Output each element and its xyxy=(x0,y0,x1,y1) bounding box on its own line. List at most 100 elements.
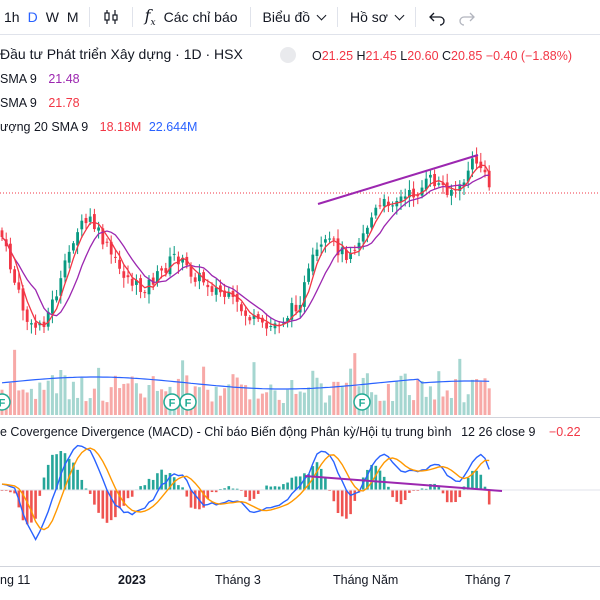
trendline-price[interactable] xyxy=(317,154,479,205)
volume-bar xyxy=(353,353,357,415)
macd-histogram-bar xyxy=(147,478,151,490)
macd-histogram-bar xyxy=(273,486,277,490)
volume-bar xyxy=(134,383,138,415)
volume-bar xyxy=(97,367,101,415)
candle-body xyxy=(294,304,298,312)
event-marker-label: F xyxy=(169,398,176,410)
chart-type-dropdown[interactable]: Biểu đồ xyxy=(257,0,331,34)
candle-body xyxy=(324,239,327,243)
event-marker[interactable]: F xyxy=(0,393,11,411)
candle-body xyxy=(395,201,399,207)
volume-bar xyxy=(399,375,403,415)
volume-bar xyxy=(412,400,416,415)
macd-histogram-bar xyxy=(93,490,96,505)
volume-bar xyxy=(273,390,277,415)
candle-body xyxy=(445,182,449,195)
volume-bar xyxy=(155,390,159,415)
more-icon[interactable] xyxy=(280,47,296,63)
macd-histogram-bar xyxy=(210,490,214,493)
toolbar-divider xyxy=(88,7,90,27)
indicators-button[interactable]: fx Các chỉ báo xyxy=(139,0,244,34)
candle-body xyxy=(88,216,92,222)
macd-histogram-bar xyxy=(403,490,407,501)
candle-body xyxy=(227,292,231,297)
pane-divider[interactable] xyxy=(0,566,600,567)
volume-bar xyxy=(256,398,260,415)
macd-histogram-bar xyxy=(256,490,260,494)
chart-style-button[interactable] xyxy=(96,0,126,34)
macd-histogram-bar xyxy=(231,488,235,490)
volume-bar xyxy=(269,384,273,415)
macd-histogram xyxy=(0,451,491,525)
macd-histogram-bar xyxy=(101,490,105,519)
candle-body xyxy=(303,282,306,307)
volume-bar xyxy=(470,379,474,415)
candle-body xyxy=(269,326,273,328)
redo-button[interactable] xyxy=(452,0,482,34)
volume-bar xyxy=(88,398,92,415)
volume-bar xyxy=(59,369,63,415)
macd-histogram-bar xyxy=(13,490,16,494)
volume-bar xyxy=(118,388,122,415)
macd-histogram-bar xyxy=(185,490,189,497)
timeframe-w[interactable]: W xyxy=(45,9,59,25)
macd-histogram-bar xyxy=(294,476,298,490)
sma-slow-label: SMA 9 xyxy=(0,96,37,110)
timeframe-d[interactable]: D xyxy=(27,9,38,25)
open-label: O xyxy=(312,49,322,63)
close-value: 20.85 xyxy=(451,49,483,63)
macd-histogram-bar xyxy=(42,477,46,490)
macd-params: 12 26 close 9 xyxy=(461,425,536,439)
candle-body xyxy=(248,317,252,321)
volume-bar xyxy=(332,381,336,415)
trendline-macd[interactable] xyxy=(304,475,503,492)
candle-body xyxy=(130,278,134,286)
macd-histogram-bar xyxy=(303,473,306,490)
volume-bar xyxy=(105,402,109,415)
volume-bar xyxy=(239,384,243,415)
undo-button[interactable] xyxy=(422,0,452,34)
volume-bar xyxy=(71,381,75,415)
macd-histogram-bar xyxy=(395,490,399,502)
event-marker-circle xyxy=(0,393,11,411)
event-marker[interactable]: F xyxy=(179,393,197,411)
macd-value: −0.22 xyxy=(548,425,581,439)
candle-body xyxy=(424,178,428,190)
volume-legend[interactable]: ượng 20 SMA 9 18.18M 22.644M xyxy=(0,120,197,134)
candle-body xyxy=(143,292,147,294)
macd-histogram-bar xyxy=(34,490,37,519)
candle-body xyxy=(399,196,403,202)
candle-body xyxy=(17,282,21,290)
candle-body xyxy=(172,253,176,255)
candle-body xyxy=(118,259,121,269)
volume-bar xyxy=(206,389,210,415)
toolbar-divider xyxy=(131,7,133,27)
volume-bar xyxy=(319,383,323,415)
profile-dropdown[interactable]: Hồ sơ xyxy=(344,0,409,34)
sma-slow-legend[interactable]: SMA 9 21.78 xyxy=(0,96,80,110)
candle-body xyxy=(471,158,474,170)
volume-bar xyxy=(340,385,344,415)
candle-body xyxy=(311,254,315,272)
volume-bar xyxy=(151,376,155,415)
candle-body xyxy=(256,314,260,319)
macd-histogram-bar xyxy=(80,479,84,490)
sma-fast-legend[interactable]: SMA 9 21.48 xyxy=(0,72,80,86)
candle-body xyxy=(189,266,193,277)
event-marker[interactable]: F xyxy=(163,393,181,411)
timeframe-m[interactable]: M xyxy=(66,9,79,25)
macd-histogram-bar xyxy=(487,490,491,505)
volume-bars xyxy=(0,349,491,415)
volume-bar xyxy=(307,387,311,415)
event-marker[interactable]: F xyxy=(353,393,371,411)
macd-histogram-bar xyxy=(202,490,205,508)
timeframe-1h[interactable]: 1h xyxy=(4,9,20,25)
macd-histogram-bar xyxy=(424,488,428,490)
macd-legend[interactable]: e Covergence Divergence (MACD) - Chỉ báo… xyxy=(0,425,581,439)
candle-body xyxy=(164,268,168,273)
volume-bar xyxy=(50,375,54,415)
pane-divider[interactable] xyxy=(0,417,600,418)
open-value: 21.25 xyxy=(321,49,354,63)
volume-bar xyxy=(462,402,466,415)
